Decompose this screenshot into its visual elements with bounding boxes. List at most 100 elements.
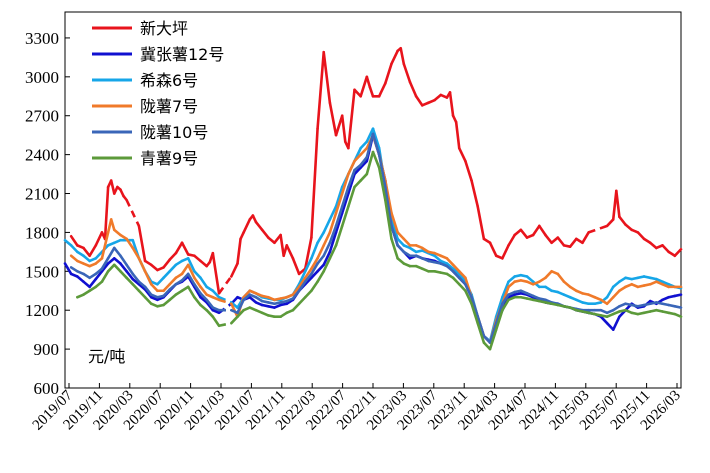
series-5-segment	[218, 321, 232, 328]
series-4-segment	[119, 254, 128, 267]
y-tick-label: 2400	[25, 146, 59, 165]
series-4-segment	[291, 289, 301, 300]
series-2-segment	[371, 127, 381, 150]
series-4-segment	[334, 205, 344, 228]
series-3-segment	[340, 172, 350, 195]
series-0-segment	[94, 231, 104, 247]
series-0-segment	[673, 247, 683, 258]
series-5-segment	[168, 293, 178, 302]
series-5-segment	[501, 298, 510, 312]
series-5-segment	[303, 289, 313, 299]
series-0-segment	[581, 231, 590, 245]
series-5-segment	[470, 302, 480, 325]
series-3-segment	[162, 282, 172, 293]
series-4-segment	[137, 280, 147, 289]
series-0-segment	[513, 228, 523, 237]
legend-label-0: 新大坪	[140, 19, 188, 38]
series-3-segment	[69, 254, 79, 263]
series-4-segment	[476, 315, 486, 338]
series-5-segment	[106, 263, 116, 273]
series-3-segment	[310, 257, 319, 271]
series-3-segment	[605, 295, 615, 306]
series-4-segment	[303, 272, 313, 283]
series-5-segment	[162, 298, 172, 307]
series-3-segment	[402, 237, 412, 247]
series-0-segment	[636, 231, 646, 241]
series-3-segment	[445, 257, 455, 267]
series-3-segment	[193, 276, 202, 289]
series-3-segment	[451, 263, 461, 273]
series-3-segment	[168, 276, 178, 286]
series-0-segment	[588, 224, 608, 234]
series-4-segment	[199, 292, 208, 302]
series-0-segment	[211, 251, 221, 295]
series-1-segment	[131, 277, 141, 286]
series-0-segment	[377, 82, 387, 98]
series-4-segment	[377, 153, 387, 189]
x-axis: 2019/072019/112020/032020/072020/112021/…	[30, 383, 684, 434]
series-1-segment	[88, 277, 98, 289]
series-4-segment	[482, 334, 492, 344]
series-0-segment	[384, 62, 393, 85]
series-0-segment	[322, 50, 332, 105]
series-5-segment	[347, 185, 356, 208]
series-0-segment	[648, 241, 658, 250]
series-3-segment	[149, 282, 159, 293]
series-5-segment	[230, 315, 239, 325]
series-3-segment	[94, 257, 104, 265]
series-0-segment	[328, 101, 338, 137]
series-1-segment	[82, 280, 91, 289]
legend-label-4: 陇薯10号	[140, 123, 208, 142]
series-5-segment	[464, 289, 473, 306]
series-5-segment	[322, 257, 332, 273]
series-2-segment	[168, 263, 178, 273]
y-tick-label: 600	[34, 379, 60, 398]
series-2-segment	[451, 267, 461, 276]
series-4-segment	[186, 272, 196, 286]
series-4-segment	[316, 254, 326, 265]
series-1-segment	[359, 159, 369, 169]
series-5-segment	[310, 280, 319, 293]
series-3-segment	[137, 257, 147, 273]
series-0-segment	[82, 246, 91, 258]
series-0-segment	[368, 85, 375, 98]
series-layer	[63, 47, 683, 351]
series-0-segment	[230, 262, 239, 278]
series-0-segment	[454, 120, 461, 150]
series-5-segment	[199, 303, 208, 312]
series-2-segment	[433, 254, 443, 263]
series-1-segment	[248, 295, 258, 304]
series-4-segment	[236, 298, 245, 315]
series-3-segment	[112, 228, 122, 237]
series-3-segment	[242, 289, 252, 299]
series-3-segment	[328, 211, 338, 234]
legend-label-1: 冀张薯12号	[140, 45, 224, 64]
series-3-segment	[396, 231, 406, 241]
series-4-segment	[384, 185, 393, 228]
series-0-segment	[125, 199, 141, 227]
series-4-segment	[501, 293, 510, 306]
series-4-segment	[211, 306, 221, 312]
series-2-segment	[334, 185, 344, 208]
series-1-segment	[673, 293, 683, 298]
series-0-segment	[568, 237, 578, 248]
series-4-segment	[310, 262, 319, 276]
series-5-segment	[211, 315, 221, 328]
series-0-segment	[408, 80, 418, 98]
series-3-segment	[186, 263, 196, 280]
series-3-segment	[316, 244, 326, 260]
series-1-segment	[186, 275, 196, 289]
series-1-segment	[94, 270, 104, 281]
plot-area	[64, 11, 682, 389]
series-2-segment	[218, 296, 232, 304]
series-4-segment	[328, 224, 338, 245]
series-5-segment	[119, 270, 128, 280]
series-1-segment	[100, 262, 110, 273]
series-1-segment	[112, 257, 122, 265]
series-0-segment	[390, 49, 399, 66]
series-0-segment	[615, 189, 621, 219]
series-0-segment	[414, 94, 424, 107]
series-3-segment	[125, 237, 135, 250]
series-1-segment	[328, 231, 338, 254]
